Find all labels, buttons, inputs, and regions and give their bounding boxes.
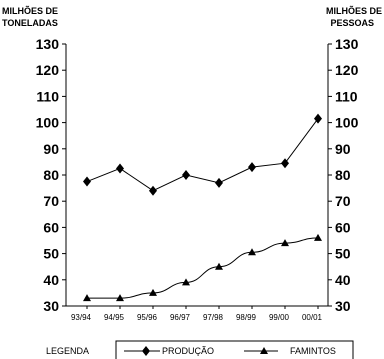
data-point-producao [281,158,289,169]
series-group [83,113,322,302]
x-tick-label: 94/95 [104,313,125,322]
left-axis-title-line1: MILHÕES DE [2,6,58,16]
left-tick-label: 60 [43,219,59,235]
x-tick-label: 96/97 [170,313,191,322]
left-tick-label: 80 [43,167,59,183]
data-point-producao [83,176,91,187]
right-tick-label: 80 [335,167,351,183]
series-line-producao [86,118,319,192]
right-tick-label: 90 [335,141,351,157]
right-tick-label: 70 [335,193,351,209]
data-point-producao [248,162,256,173]
data-point-producao [314,113,322,124]
right-axis-title-line2: PESSOAS [330,18,374,28]
data-point-famintos [248,248,256,256]
left-tick-label: 50 [43,246,59,262]
legend-label-famintos: FAMINTOS [290,346,336,356]
left-tick-label: 110 [36,88,59,104]
right-tick-label: 100 [335,115,359,131]
right-axis-title-line1: MILHÕES DE [326,6,382,16]
x-tick-label: 98/99 [236,313,257,322]
left-tick-label: 90 [43,141,59,157]
left-tick-label: 40 [43,272,59,288]
data-point-famintos [215,262,223,270]
right-tick-label: 30 [335,298,351,314]
x-tick-label: 95/96 [137,313,158,322]
left-tick-label: 130 [36,36,60,52]
left-tick-label: 100 [36,115,60,131]
x-tick-label: 99/00 [269,313,290,322]
data-point-producao [116,163,124,174]
left-axis-title-line2: TONELADAS [2,18,58,28]
data-point-producao [149,185,157,196]
right-tick-label: 60 [335,219,351,235]
left-tick-label: 70 [43,193,59,209]
data-point-producao [215,177,223,188]
left-tick-label: 120 [36,62,60,78]
legend-label-producao: PRODUÇÃO [162,346,214,356]
series-line-famintos [87,237,319,299]
right-tick-label: 130 [335,36,359,52]
x-tick-label: 93/94 [71,313,92,322]
right-tick-label: 110 [335,88,358,104]
data-point-famintos [83,294,91,302]
data-point-producao [182,170,190,180]
data-point-famintos [182,278,190,286]
legend-marker-producao [142,346,150,356]
right-tick-label: 40 [335,272,351,288]
x-tick-label: 97/98 [203,313,224,322]
legend-box [115,340,354,359]
right-tick-label: 120 [335,62,359,78]
x-tick-label: 00/01 [302,313,323,322]
data-point-famintos [314,233,322,241]
right-tick-label: 50 [335,246,351,262]
data-point-famintos [281,239,289,247]
legend-marker-famintos [260,347,268,354]
left-tick-label: 30 [43,298,59,314]
legend-title: LEGENDA [46,346,89,356]
data-point-famintos [149,288,157,296]
axes: 30 30 40 40 50 50 60 60 70 70 80 80 90 90 100 100 110 110… [36,36,359,322]
legend: LEGENDA PRODUÇÃO FAMINTOS [46,340,354,359]
data-point-famintos [116,294,124,302]
